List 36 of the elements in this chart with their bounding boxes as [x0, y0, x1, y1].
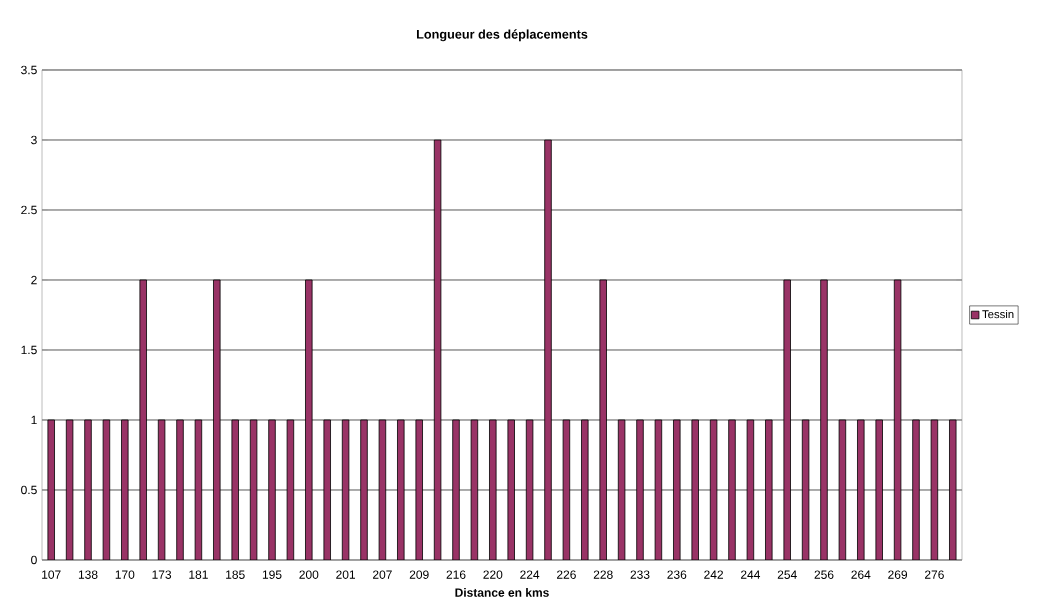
- x-tick-label: 200: [299, 570, 319, 579]
- x-tick-label: 233: [630, 570, 650, 579]
- x-tick-label: 138: [78, 570, 98, 579]
- x-tick-label: 107: [42, 570, 61, 579]
- y-tick-label: 3: [31, 135, 37, 145]
- y-tick-label: 0: [31, 555, 37, 565]
- y-tick-label: 2: [31, 275, 37, 285]
- x-tick-label: 276: [924, 570, 944, 579]
- y-tick-label: 3.5: [21, 65, 37, 75]
- x-tick-label: 269: [888, 570, 908, 579]
- x-tick-label: 264: [851, 570, 871, 579]
- x-tick-label: 254: [777, 570, 797, 579]
- x-tick-label: 195: [262, 570, 282, 579]
- y-tick-label: 1: [31, 415, 37, 425]
- x-tick-label: 242: [704, 570, 723, 579]
- x-tick-label: 216: [446, 570, 466, 579]
- x-tick-label: 228: [593, 570, 613, 579]
- x-tick-label: 173: [152, 570, 172, 579]
- x-tick-label: 185: [226, 570, 245, 579]
- x-tick-label: 209: [409, 570, 429, 579]
- x-tick-label: 236: [667, 570, 687, 579]
- x-tick-label: 256: [814, 570, 834, 579]
- x-tick-label: 170: [115, 570, 135, 579]
- x-tick-label: 224: [520, 570, 540, 579]
- x-tick-label: 226: [557, 570, 576, 579]
- y-tick-label: 1.5: [21, 345, 37, 355]
- y-tick-label: 2.5: [21, 205, 37, 215]
- x-tick-label: 220: [483, 570, 503, 579]
- legend-label: Tessin: [982, 309, 1014, 319]
- x-axis-title: Distance en kms: [455, 588, 549, 597]
- x-tick-label: 244: [741, 570, 761, 579]
- x-tick-label: 181: [189, 570, 208, 579]
- chart-title: Longueur des déplacements: [416, 29, 588, 42]
- x-tick-label: 207: [373, 570, 392, 579]
- y-tick-label: 0.5: [21, 485, 37, 495]
- x-tick-label: 201: [336, 570, 356, 579]
